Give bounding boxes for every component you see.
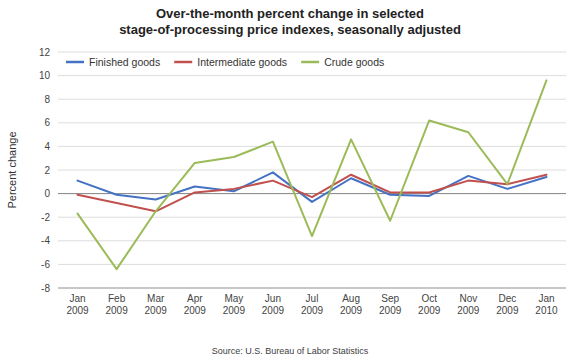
x-tick-label: Feb2009 <box>105 293 128 316</box>
grid-line <box>58 52 566 53</box>
x-tick-label: Jul2009 <box>301 293 324 316</box>
line <box>78 80 547 269</box>
x-tick-label: Mar2009 <box>145 293 168 316</box>
x-tick-label: Dec2009 <box>496 293 519 316</box>
grid-line <box>58 146 566 147</box>
y-tick-label: 6 <box>44 117 50 128</box>
y-tick-label: -6 <box>41 259 50 270</box>
grid-line <box>58 122 566 123</box>
legend-label: Finished goods <box>89 56 160 68</box>
y-tick-label: -2 <box>41 212 50 223</box>
grid-line <box>58 217 566 218</box>
series-group <box>78 80 547 269</box>
y-tick-label: -4 <box>41 235 50 246</box>
grid-line <box>58 264 566 265</box>
grid-line <box>58 170 566 171</box>
x-tick-label: Jun2009 <box>262 293 285 316</box>
legend: Finished goods Intermediate goods Crude go… <box>66 56 384 68</box>
y-axis-label: Percent change <box>6 131 18 208</box>
grid-line <box>58 288 566 289</box>
grid-line <box>58 75 566 76</box>
x-tick-label: Jan2009 <box>66 293 89 316</box>
legend-swatch <box>66 61 84 64</box>
legend-swatch <box>174 61 192 64</box>
y-tick-label: 0 <box>44 188 50 199</box>
x-axis-line <box>58 288 566 289</box>
legend-swatch <box>301 61 319 64</box>
title: Over-the-month percent change in selecte… <box>119 6 461 37</box>
y-tick-label: -8 <box>41 283 50 294</box>
zero-line <box>58 193 566 194</box>
y-tick-label: 2 <box>44 165 50 176</box>
x-tick-label: Aug2009 <box>340 293 363 316</box>
legend-label: Crude goods <box>324 56 384 68</box>
grid <box>58 52 566 288</box>
x-tick-label: Apr2009 <box>184 293 207 316</box>
x-tick-label: Sep2009 <box>379 293 402 316</box>
line <box>78 175 547 212</box>
x-tick-label: May2009 <box>223 293 246 316</box>
legend-label: Intermediate goods <box>197 56 287 68</box>
y-tick-label: 10 <box>39 70 51 81</box>
x-tick-label: Nov2009 <box>457 293 480 316</box>
y-tick-label: 12 <box>39 47 51 58</box>
x-tick-label: Oct2009 <box>418 293 441 316</box>
source-note: Source: U.S. Bureau of Labor Statistics <box>212 346 369 356</box>
chart: Over-the-month percent change in selecte… <box>0 0 580 360</box>
grid-line <box>58 240 566 241</box>
y-tick-label: 4 <box>44 141 50 152</box>
y-tick-label: 8 <box>44 94 50 105</box>
x-tick-label: Jan2010 <box>535 293 558 316</box>
grid-line <box>58 99 566 100</box>
grid-line <box>58 193 566 194</box>
